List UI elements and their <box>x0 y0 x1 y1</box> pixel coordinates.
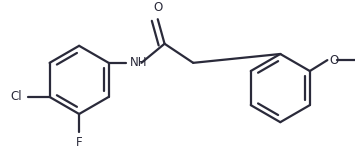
Text: NH: NH <box>130 56 147 69</box>
Text: O: O <box>329 54 339 67</box>
Text: O: O <box>153 1 162 14</box>
Text: F: F <box>76 136 83 149</box>
Text: Cl: Cl <box>11 91 22 103</box>
